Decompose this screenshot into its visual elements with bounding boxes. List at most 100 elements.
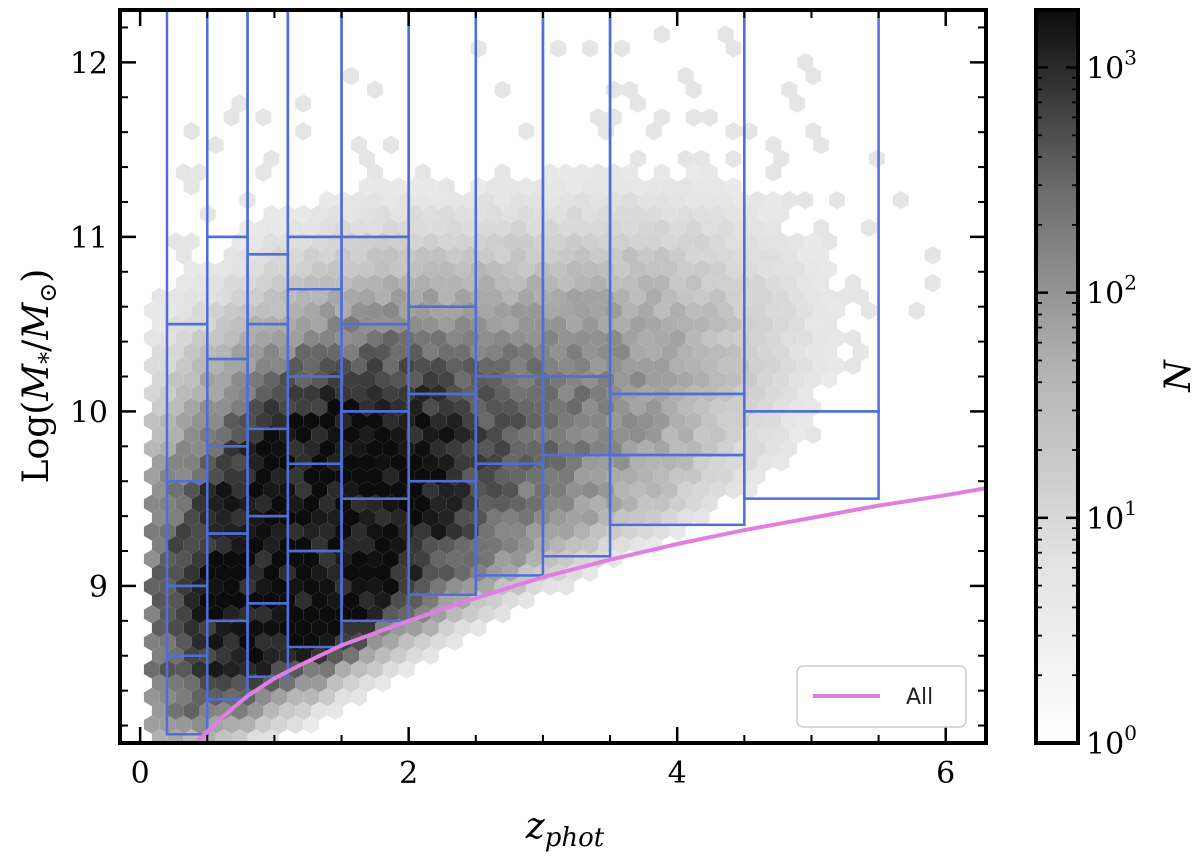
hexbin-cell bbox=[725, 453, 742, 472]
hexbin-cell bbox=[717, 356, 734, 375]
hexbin-cell bbox=[701, 329, 718, 348]
hexbin-cell bbox=[829, 329, 845, 348]
hexbin-cell bbox=[263, 370, 280, 389]
hexbin-cell bbox=[287, 522, 304, 541]
hexbin-cell bbox=[263, 563, 280, 582]
hexbin-cell bbox=[486, 591, 503, 610]
hexbin-cell bbox=[311, 260, 328, 279]
hexbin-cell bbox=[542, 273, 559, 293]
hexbin-cell bbox=[518, 287, 535, 306]
hexbin-cell bbox=[645, 370, 662, 389]
hexbin-cell bbox=[367, 660, 383, 679]
hexbin-cell bbox=[653, 301, 670, 320]
hexbin-cell bbox=[263, 480, 280, 500]
hexbin-cell bbox=[709, 398, 726, 417]
hexbin-cell bbox=[255, 273, 272, 293]
hexbin-cell bbox=[821, 232, 838, 251]
y-axis-label: Log(M*/M⊙) bbox=[16, 269, 62, 484]
hexbin-cell bbox=[574, 301, 591, 320]
hexbin-cell bbox=[359, 260, 375, 279]
y-tick-label: 11 bbox=[70, 221, 108, 256]
hexbin-cell bbox=[805, 315, 822, 334]
hexbin-cell bbox=[183, 453, 200, 472]
hexbin-cell bbox=[271, 301, 288, 320]
hexbin-cell bbox=[574, 246, 591, 265]
hexbin-cell bbox=[327, 453, 344, 472]
hexbin-cell bbox=[653, 108, 670, 127]
hexbin-cell bbox=[319, 356, 336, 375]
hexbin-cell bbox=[327, 563, 344, 582]
hexbin-cell bbox=[359, 425, 375, 444]
hexbin-cell bbox=[813, 273, 830, 293]
hexbin-cell bbox=[637, 329, 654, 348]
colorbar: 100 101 102 103 N bbox=[1034, 8, 1199, 762]
hexbin-cell bbox=[590, 246, 606, 265]
hexbin-cell bbox=[167, 536, 184, 555]
hexbin-cell bbox=[335, 522, 352, 541]
hexbin-cell bbox=[143, 411, 160, 431]
hexbin-cell bbox=[335, 384, 352, 403]
hexbin-cell bbox=[143, 632, 160, 651]
hexbin-cell bbox=[359, 508, 375, 527]
legend-label-all: All bbox=[906, 685, 933, 710]
hexbin-cell bbox=[462, 549, 479, 569]
completeness-curve-all bbox=[192, 486, 986, 743]
hexbin-cell bbox=[382, 356, 399, 375]
hexbin-cell bbox=[438, 204, 455, 224]
hexbin-cell bbox=[502, 177, 519, 196]
hexbin-cell bbox=[693, 177, 710, 196]
hexbin-cell bbox=[494, 467, 511, 486]
hexbin-cell bbox=[375, 536, 391, 555]
hexbin-cell bbox=[454, 508, 471, 527]
hexbin-cell bbox=[191, 494, 208, 513]
hexbin-cell bbox=[693, 370, 710, 389]
hexbin-cell bbox=[422, 204, 439, 224]
hexbin-cell bbox=[351, 246, 367, 265]
hexbin-cell bbox=[701, 108, 718, 127]
hexbin-cell bbox=[510, 522, 527, 541]
hexbin-cell bbox=[582, 287, 598, 306]
hexbin-cell bbox=[486, 232, 503, 251]
hexbin-cell bbox=[398, 356, 415, 375]
hexbin-cell bbox=[430, 494, 447, 513]
hexbin-cell bbox=[725, 39, 742, 58]
hexbin-cell bbox=[327, 204, 344, 224]
hexbin-cell bbox=[590, 108, 606, 127]
hexbin-cell bbox=[582, 342, 598, 362]
hexbin-cell bbox=[175, 273, 192, 293]
hexbin-cell bbox=[231, 453, 248, 472]
hexbin-cell bbox=[677, 315, 694, 334]
hexbin-cell bbox=[263, 204, 280, 224]
hexbin-cell bbox=[653, 329, 670, 348]
hexbin-cell bbox=[271, 356, 288, 375]
hexbin-cell bbox=[151, 508, 168, 527]
hexbin-cell bbox=[223, 549, 240, 569]
hexbin-cell bbox=[255, 494, 272, 513]
hexbin-cell bbox=[478, 467, 495, 486]
hexbin-cell bbox=[255, 218, 272, 237]
hexbin-cell bbox=[223, 108, 240, 127]
hexbin-cell bbox=[247, 370, 264, 389]
hexbin-cell bbox=[478, 191, 495, 210]
hexbin-cell bbox=[637, 411, 654, 431]
hexbin-cell bbox=[701, 411, 718, 431]
hexbin-cell bbox=[789, 315, 806, 334]
hexbin-cell bbox=[558, 246, 575, 265]
hexbin-cell bbox=[550, 260, 567, 279]
hexbin-cell bbox=[717, 191, 734, 210]
hexbin-cell bbox=[327, 342, 344, 362]
hexbin-cell bbox=[215, 342, 232, 362]
hexbin-cell bbox=[550, 398, 567, 417]
hexbin-cell bbox=[382, 439, 399, 458]
hexbin-cell bbox=[143, 494, 160, 513]
hexbin-cell bbox=[661, 425, 678, 444]
hexbin-cell bbox=[645, 480, 662, 500]
hexbin-cell bbox=[375, 370, 391, 389]
hexbin-cell bbox=[661, 177, 678, 196]
hexbin-cell bbox=[183, 342, 200, 362]
hexbin-cell bbox=[367, 246, 383, 265]
hexbin-cell bbox=[749, 218, 766, 237]
hexbin-cell bbox=[550, 177, 567, 196]
hexbin-cell bbox=[175, 522, 192, 541]
hexbin-cell bbox=[191, 632, 208, 651]
